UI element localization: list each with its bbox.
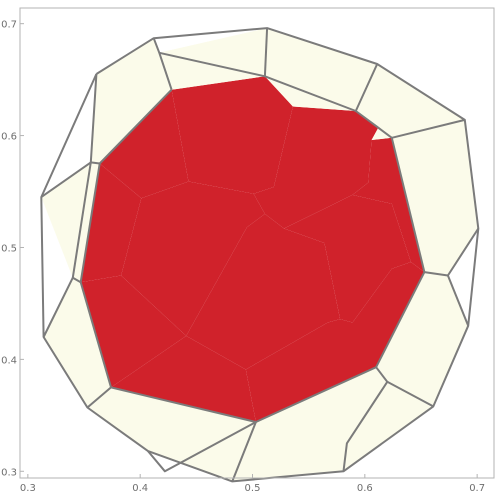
inner-region-8 xyxy=(352,137,425,273)
outer-region-15 xyxy=(43,277,111,408)
inner-region-6 xyxy=(186,213,341,370)
inner-region-7 xyxy=(284,194,411,323)
outer-region-17 xyxy=(232,367,434,482)
y-tick-label: 0.3 xyxy=(1,467,17,478)
outer-region-22 xyxy=(90,38,172,164)
inner-region-10 xyxy=(245,262,425,422)
x-tick-label: 0.5 xyxy=(245,483,261,494)
outer-region-16 xyxy=(87,387,256,482)
cell-edge-4 xyxy=(354,63,379,112)
inner-region-1 xyxy=(253,106,379,229)
x-axis: 0.3 0.4 0.5 0.6 0.7 xyxy=(20,474,485,494)
edges-layer xyxy=(40,27,480,483)
cell-edge-12 xyxy=(86,386,112,409)
y-tick-label: 0.6 xyxy=(1,132,17,143)
inner-region-4 xyxy=(121,181,265,336)
inner-region-5 xyxy=(80,275,187,388)
cell-edge-3 xyxy=(263,28,269,77)
y-axis: 0.3 0.4 0.5 0.6 0.7 xyxy=(1,20,24,478)
cell-edge-1 xyxy=(79,51,426,423)
outer-region-14 xyxy=(72,162,100,283)
cell-edge-11 xyxy=(147,421,257,473)
x-tick-label: 0.6 xyxy=(357,483,373,494)
outer-region-21 xyxy=(41,162,91,278)
outer-region-12 xyxy=(159,28,268,77)
cell-edge-9 xyxy=(342,381,389,472)
outer-region-19 xyxy=(391,119,479,276)
y-tick-label: 0.5 xyxy=(1,243,17,254)
x-tick-label: 0.7 xyxy=(469,483,485,494)
cell-edge-7 xyxy=(446,275,470,327)
inner-region-0 xyxy=(171,76,293,194)
cell-edge-5 xyxy=(391,118,466,139)
x-tick-label: 0.3 xyxy=(20,483,36,494)
y-tick-label: 0.4 xyxy=(1,355,17,366)
regions-layer xyxy=(41,28,479,482)
cell-edge-15 xyxy=(71,73,98,278)
y-tick-label: 0.7 xyxy=(1,20,17,31)
inner-region-2 xyxy=(99,89,189,199)
x-tick-label: 0.4 xyxy=(132,483,148,494)
outer-region-13 xyxy=(264,28,378,112)
inner-region-9 xyxy=(111,335,256,422)
outer-region-18 xyxy=(376,272,469,407)
outer-region-20 xyxy=(355,64,465,140)
cell-edge-10 xyxy=(231,421,257,482)
cell-edge-2 xyxy=(152,37,173,91)
plot-frame xyxy=(19,7,495,479)
